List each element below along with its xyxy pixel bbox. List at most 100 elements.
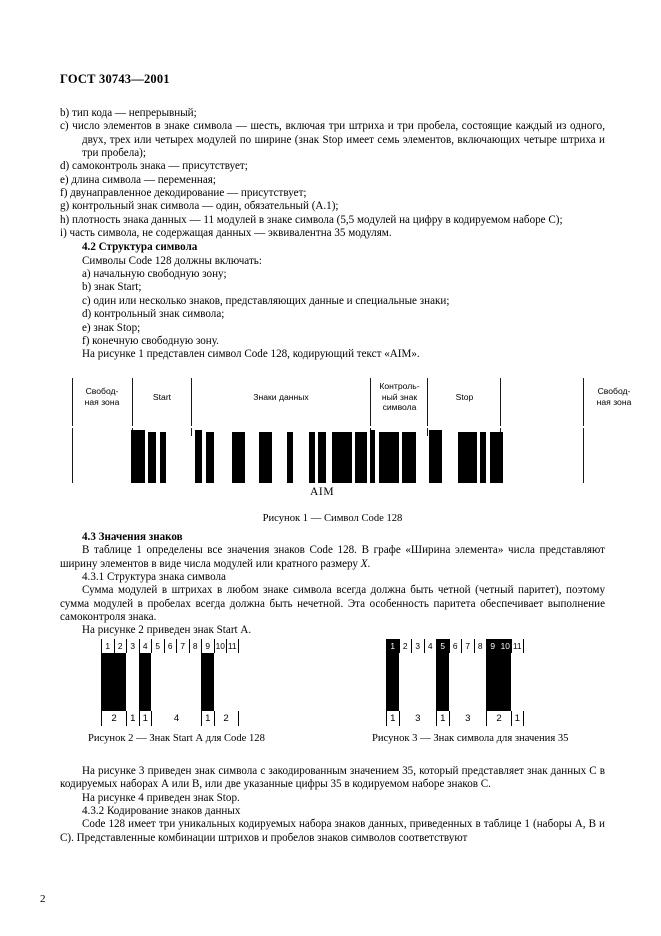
module-number-row: 1 2 3 4 5 6 7 8 9 10 11	[101, 639, 239, 653]
list-item-c: c) число элементов в знаке символа — шес…	[60, 120, 605, 160]
barcode-bar	[332, 432, 352, 483]
module-bar	[138, 653, 151, 711]
barcode-bar	[148, 432, 156, 483]
module-number-cell: 4	[423, 639, 437, 653]
module-number-cell: 2	[398, 639, 412, 653]
element-width-cell: 3	[448, 711, 487, 726]
element-width-cell: 3	[398, 711, 437, 726]
zone-divider	[370, 378, 371, 426]
element-width-cell: 1	[201, 711, 214, 726]
page-number: 2	[40, 893, 46, 905]
module-number-row: 1 2 3 4 5 6 7 8 9 10 11	[386, 639, 524, 653]
element-width-cell: 4	[151, 711, 201, 726]
module-number-cell: 8	[188, 639, 202, 653]
zone-label-quiet-right: Свобод- ная зона	[596, 386, 632, 407]
closing-content: На рисунке 3 приведен знак символа с зак…	[60, 765, 605, 845]
closing-para-2: На рисунке 4 приведен знак Stop.	[82, 791, 240, 804]
element-width-row: 2 1 1 4 1 2	[101, 711, 239, 726]
figure-1-code128-symbol: Свобод- ная зона Start Знаки данных Конт…	[60, 378, 631, 503]
section-4-2-item-b: b) знак Start;	[82, 281, 142, 294]
barcode-bar	[309, 432, 315, 483]
section-4-2-item-d: d) контрольный знак символа;	[82, 308, 225, 321]
barcode-bar	[458, 432, 477, 483]
section-4-3-para-3: На рисунке 2 приведен знак Start А.	[82, 624, 252, 637]
figure-2-bars-row	[101, 653, 239, 711]
module-number-cell: 9	[201, 639, 214, 653]
zone-divider-lower	[427, 428, 428, 436]
zone-label-start: Start	[152, 392, 172, 402]
module-number-cell: 5	[436, 639, 449, 653]
barcode-bar	[355, 432, 367, 483]
barcode-bar	[287, 432, 293, 483]
list-item-g: g) контрольный знак символа — один, обяз…	[60, 200, 339, 213]
element-width-cell: 1	[436, 711, 449, 726]
list-item-d: d) самоконтроль знака — присутствует;	[60, 160, 248, 173]
barcode-bar	[429, 430, 442, 483]
section-4-2-item-a: a) начальную свободную зону;	[82, 268, 227, 281]
list-item-b: b) тип кода — непрерывный;	[60, 107, 197, 119]
figure-3-caption: Рисунок 3 — Знак символа для значения 35	[372, 733, 569, 744]
figure-3-value-35: 1 2 3 4 5 6 7 8 9 10 11 1 3 1 3 2 1	[386, 639, 524, 726]
module-number-cell: 10	[498, 639, 511, 653]
human-readable-text: AIM	[310, 486, 335, 498]
zone-label-stop: Stop	[455, 392, 474, 402]
zone-divider	[191, 378, 192, 426]
module-number-cell: 11	[226, 639, 239, 653]
section-4-2-item-f: f) конечную свободную зону.	[82, 334, 219, 347]
barcode-bar	[131, 430, 145, 483]
zone-label-check: Контроль- ный знак символа	[379, 381, 420, 412]
barcode-bar	[318, 432, 326, 483]
module-number-cell: 7	[176, 639, 189, 653]
section-4-2-item-e: e) знак Stop;	[82, 321, 141, 334]
zone-label-data: Знаки данных	[253, 392, 309, 402]
module-number-cell: 8	[473, 639, 487, 653]
section-4-3-para-1: В таблице 1 определены все значения знак…	[60, 544, 605, 571]
section-4-2-intro: Символы Code 128 должны включать:	[82, 254, 262, 267]
figure-2-start-a: 1 2 3 4 5 6 7 8 9 10 11 2 1 1 4 1 2	[101, 639, 239, 726]
zone-divider	[427, 378, 428, 426]
section-4-2-figure-ref: На рисунке 1 представлен символ Code 128…	[82, 348, 420, 361]
heading-4-3-1: 4.3.1 Структура знака символа	[82, 571, 226, 584]
module-number-cell: 3	[126, 639, 139, 653]
body-content: b) тип кода — непрерывный; c) число элем…	[60, 107, 605, 362]
module-number-cell: 9	[486, 639, 499, 653]
module-number-cell: 6	[448, 639, 462, 653]
element-width-cell: 1	[386, 711, 399, 726]
zone-divider	[500, 378, 501, 426]
module-number-cell: 10	[213, 639, 227, 653]
section-4-3-para-2: Сумма модулей в штрихах в любом знаке си…	[60, 584, 605, 624]
barcode-bar	[379, 432, 399, 483]
barcode-bar	[259, 432, 272, 483]
list-item-i: i) часть символа, не содержащая данных —…	[60, 227, 392, 240]
module-bar	[386, 653, 399, 711]
barcode-bar	[480, 432, 486, 483]
module-number-cell: 11	[511, 639, 524, 653]
figure-2-caption: Рисунок 2 — Знак Start А для Code 128	[88, 733, 265, 744]
barcode-bar	[370, 430, 375, 483]
standard-header: ГОСТ 30743—2001	[60, 72, 170, 86]
module-number-cell: 5	[151, 639, 164, 653]
element-width-cell: 1	[126, 711, 139, 726]
barcode-bar	[232, 432, 245, 483]
module-number-cell: 3	[411, 639, 424, 653]
module-number-cell: 7	[461, 639, 474, 653]
para1-italic-x: X	[360, 557, 368, 570]
element-width-cell: 2	[486, 711, 511, 726]
heading-4-3: 4.3 Значения знаков	[82, 531, 183, 543]
element-width-cell: 2	[213, 711, 239, 726]
para1-part-a: В таблице 1 определены все значения знак…	[60, 544, 605, 570]
module-number-cell: 1	[386, 639, 399, 653]
section-4-2-item-c: c) один или несколько знаков, представля…	[82, 294, 450, 307]
zone-divider-lower	[191, 428, 192, 436]
barcode-bar	[490, 432, 503, 483]
module-bar	[201, 653, 214, 711]
closing-para-1: На рисунке 3 приведен знак символа с зак…	[60, 765, 605, 791]
zone-divider	[583, 378, 584, 426]
barcode-bar	[160, 432, 166, 483]
element-width-row: 1 3 1 3 2 1	[386, 711, 524, 726]
list-item-e: e) длина символа — переменная;	[60, 173, 216, 186]
figure-1-caption: Рисунок 1 — Символ Code 128	[262, 513, 403, 524]
barcode-bar	[402, 432, 416, 483]
zone-divider	[132, 378, 133, 426]
